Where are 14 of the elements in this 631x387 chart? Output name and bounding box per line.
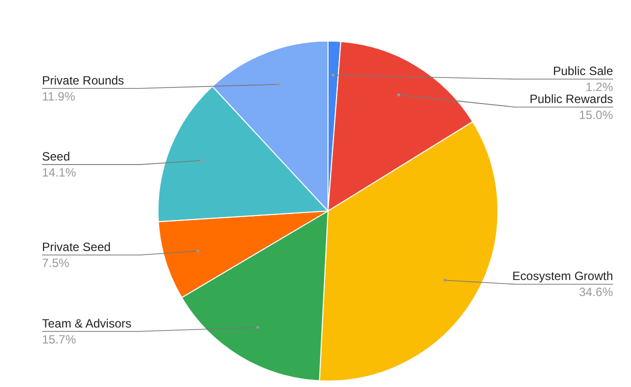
- slice-label: Ecosystem Growth: [512, 269, 613, 284]
- data-label: 11.9%: [42, 89, 76, 104]
- data-label: 7.5%: [42, 256, 70, 270]
- data-label: 1.2%: [586, 80, 614, 94]
- slice-label: Private Rounds: [42, 73, 124, 88]
- slice-label: Public Sale: [552, 64, 614, 78]
- data-label: 34.6%: [578, 285, 614, 300]
- data-label: 14.1%: [42, 166, 76, 180]
- slice-label: Team & Advisors: [42, 316, 132, 330]
- data-label: 15.0%: [578, 108, 614, 122]
- slice-label: Public Rewards: [530, 92, 613, 106]
- slice-label: Private Seed: [42, 240, 111, 254]
- data-label: 15.7%: [42, 332, 76, 346]
- slice-label: Seed: [42, 150, 70, 164]
